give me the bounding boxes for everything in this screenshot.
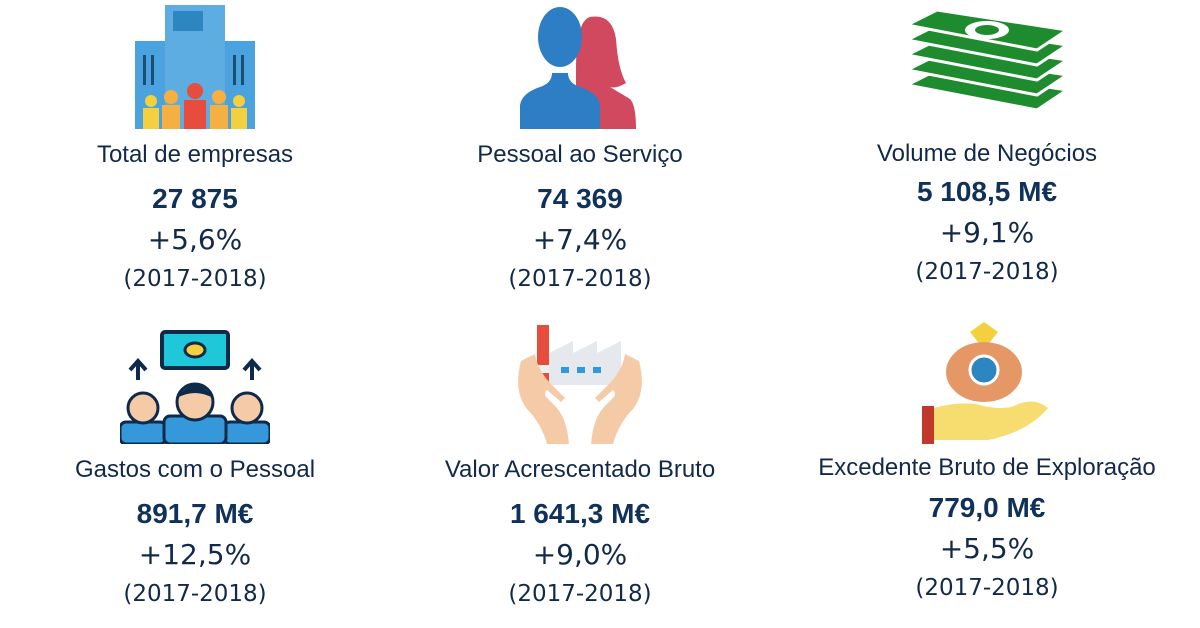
card-value: 1 641,3 M€ bbox=[509, 498, 651, 529]
kpi-card: Excedente Bruto de Exploração 779,0 M€ +… bbox=[787, 322, 1187, 601]
card-period: (2017-2018) bbox=[508, 266, 652, 292]
card-label: Volume de Negócios bbox=[876, 140, 1098, 167]
card-change: +9,1% bbox=[939, 216, 1035, 249]
card-value: 74 369 bbox=[537, 183, 623, 214]
icon-money bbox=[902, 8, 1072, 112]
icon-companies bbox=[135, 5, 255, 129]
card-value: 891,7 M€ bbox=[136, 498, 254, 529]
kpi-card: Volume de Negócios 5 108,5 M€ +9,1% (201… bbox=[787, 0, 1187, 285]
kpi-card: Total de empresas 27 875 +5,6% (2017-201… bbox=[0, 5, 395, 292]
card-label: Excedente Bruto de Exploração bbox=[818, 454, 1156, 481]
icon-operating-surplus bbox=[922, 322, 1048, 444]
card-period: (2017-2018) bbox=[123, 581, 267, 607]
card-label: Gastos com o Pessoal bbox=[74, 456, 316, 483]
kpi-card: Gastos com o Pessoal 891,7 M€ +12,5% (20… bbox=[0, 328, 395, 607]
card-value: 27 875 bbox=[152, 183, 238, 214]
icon-gva bbox=[518, 325, 642, 444]
card-change: +12,5% bbox=[138, 538, 252, 571]
card-label: Total de empresas bbox=[96, 141, 294, 168]
kpi-card: Valor Acrescentado Bruto 1 641,3 M€ +9,0… bbox=[380, 325, 780, 607]
card-change: +5,5% bbox=[939, 532, 1035, 565]
card-change: +9,0% bbox=[532, 538, 628, 571]
card-change: +5,6% bbox=[147, 223, 243, 256]
card-label: Valor Acrescentado Bruto bbox=[444, 456, 716, 483]
card-period: (2017-2018) bbox=[915, 259, 1059, 285]
icon-people bbox=[520, 7, 636, 129]
card-value: 779,0 M€ bbox=[928, 492, 1046, 523]
card-value: 5 108,5 M€ bbox=[916, 176, 1058, 207]
card-period: (2017-2018) bbox=[915, 575, 1059, 601]
card-period: (2017-2018) bbox=[123, 266, 267, 292]
card-change: +7,4% bbox=[532, 223, 628, 256]
card-period: (2017-2018) bbox=[508, 581, 652, 607]
icon-staff-costs bbox=[120, 330, 270, 444]
kpi-card: Pessoal ao Serviço 74 369 +7,4% (2017-20… bbox=[380, 5, 780, 292]
card-label: Pessoal ao Serviço bbox=[477, 141, 683, 168]
